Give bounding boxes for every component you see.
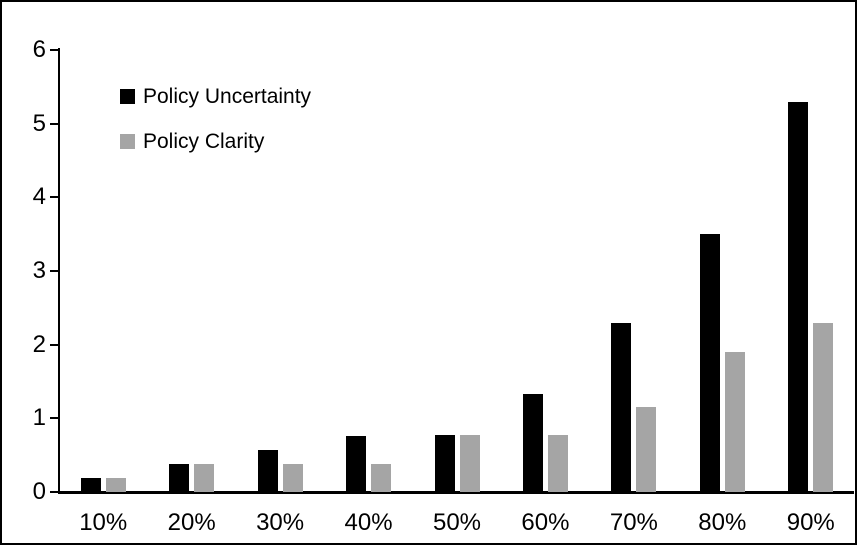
legend: Policy Uncertainty Policy Clarity	[120, 74, 311, 164]
x-axis-tick-label: 40%	[344, 509, 393, 536]
x-axis-tick-label: 60%	[521, 509, 570, 536]
legend-entry-policy-uncertainty: Policy Uncertainty	[120, 74, 311, 119]
bar-policy-clarity-90-	[813, 322, 834, 492]
y-axis-tick-mark	[50, 270, 59, 272]
bar-policy-clarity-20-	[194, 464, 215, 492]
x-axis-tick-label: 70%	[609, 509, 658, 536]
x-axis-tick-label: 10%	[79, 509, 128, 536]
bar-policy-uncertainty-10-	[80, 478, 101, 492]
y-axis-tick-label: 5	[32, 109, 46, 137]
x-axis-line	[58, 491, 854, 494]
bar-policy-uncertainty-90-	[788, 101, 809, 492]
x-axis-tick-label: 30%	[256, 509, 305, 536]
bar-policy-clarity-30-	[282, 464, 303, 492]
y-axis-tick-label: 0	[32, 478, 46, 505]
legend-swatch-icon	[120, 89, 135, 104]
y-axis-tick-mark	[50, 417, 59, 420]
bar-policy-uncertainty-40-	[346, 436, 367, 492]
legend-entry-policy-clarity: Policy Clarity	[120, 119, 311, 164]
y-axis-tick-label: 1	[32, 404, 46, 432]
bar-policy-uncertainty-20-	[169, 464, 190, 492]
y-axis-line	[58, 48, 60, 494]
bar-policy-uncertainty-60-	[522, 394, 543, 492]
bar-policy-uncertainty-80-	[699, 234, 720, 492]
bar-policy-clarity-70-	[636, 407, 657, 492]
y-axis-tick-mark	[50, 49, 59, 51]
legend-label: Policy Uncertainty	[143, 85, 312, 108]
x-axis-tick-label: 90%	[786, 509, 835, 536]
y-axis-tick-mark	[50, 196, 59, 199]
x-axis-tick-label: 50%	[432, 509, 482, 536]
bar-policy-uncertainty-50-	[434, 435, 455, 492]
y-axis-tick-label: 4	[32, 183, 46, 211]
bar-policy-clarity-60-	[547, 435, 568, 492]
y-axis-tick-mark	[50, 343, 59, 346]
y-axis-tick-label: 3	[32, 257, 46, 284]
bar-policy-clarity-50-	[459, 435, 480, 492]
legend-swatch-icon	[120, 134, 135, 149]
y-axis-tick-mark	[50, 491, 59, 493]
x-axis-tick-label: 20%	[167, 509, 216, 536]
y-axis-tick-mark	[50, 122, 59, 125]
bar-policy-clarity-40-	[371, 464, 392, 492]
y-axis-tick-label: 6	[32, 36, 46, 63]
bar-policy-uncertainty-30-	[257, 450, 278, 492]
x-axis-tick-label: 80%	[698, 509, 747, 536]
y-axis-tick-label: 2	[32, 330, 46, 358]
bar-policy-uncertainty-70-	[611, 322, 632, 492]
legend-label: Policy Clarity	[143, 130, 265, 153]
bar-policy-clarity-80-	[724, 352, 745, 492]
bar-policy-clarity-10-	[105, 478, 126, 492]
